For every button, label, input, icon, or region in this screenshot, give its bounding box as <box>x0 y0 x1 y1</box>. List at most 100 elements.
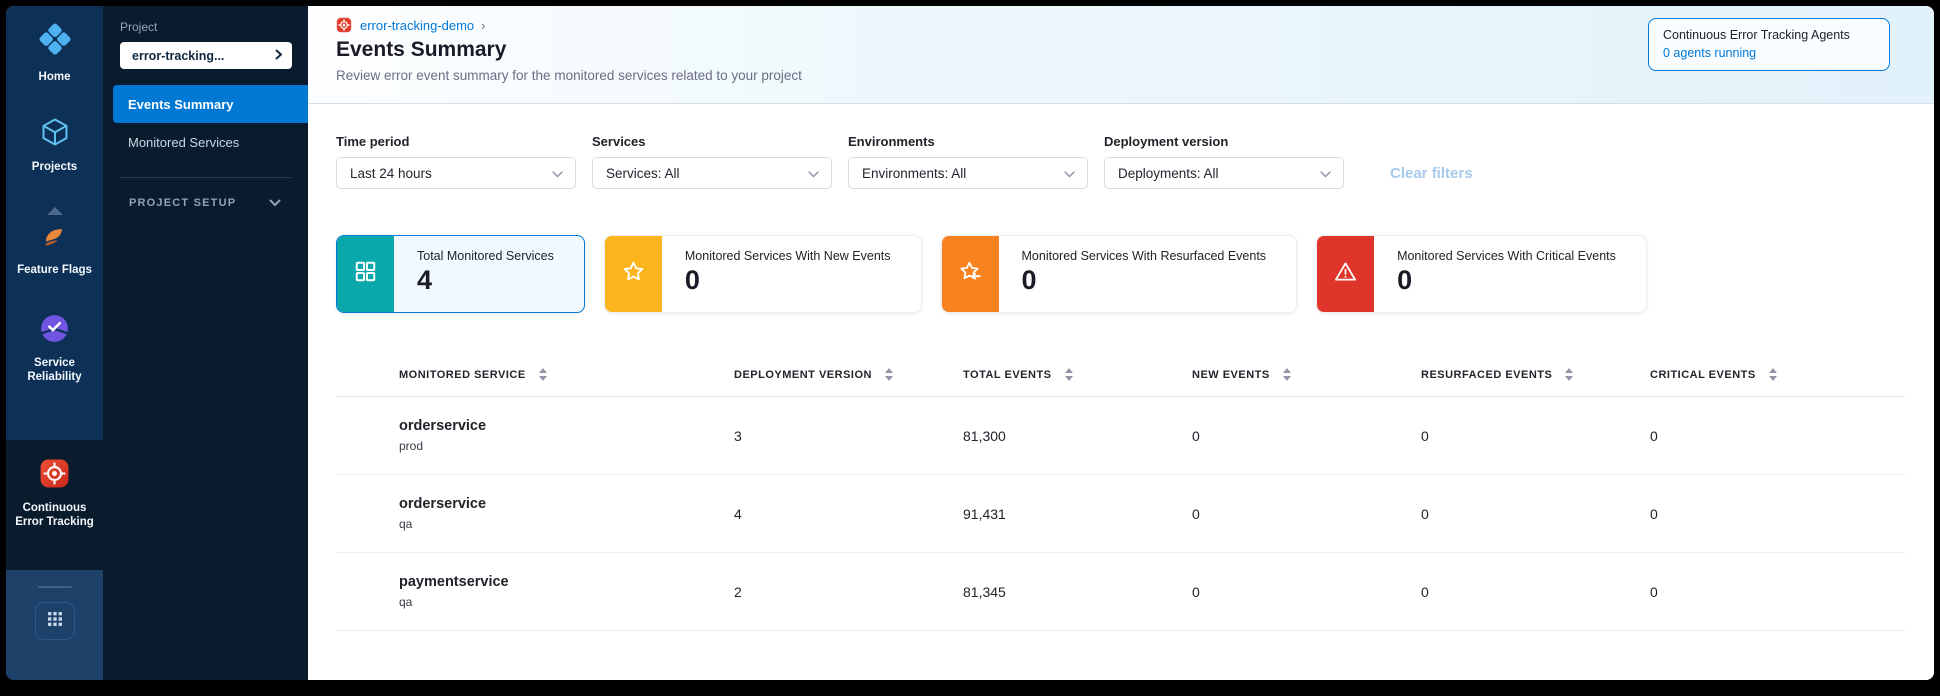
warning-triangle-icon <box>1333 259 1358 289</box>
card-icon-block <box>337 236 394 312</box>
sidebar-item-events-summary[interactable]: Events Summary <box>113 85 308 123</box>
service-name: orderservice <box>399 496 487 512</box>
resurfaced-events-cell: 0 <box>1421 505 1429 522</box>
sidebar-divider <box>120 177 291 178</box>
card-services-with-critical-events[interactable]: Monitored Services With Critical Events … <box>1316 235 1647 313</box>
sidebar-item-projects[interactable]: Projects <box>6 116 103 174</box>
feature-flags-icon <box>41 224 68 256</box>
service-environment: qa <box>399 517 413 531</box>
column-header-label: CRITICAL EVENTS <box>1650 368 1756 381</box>
new-events-cell: 0 <box>1192 505 1200 522</box>
table-row[interactable]: orderservice qa 4 91,431 0 0 0 <box>336 475 1905 553</box>
card-label: Monitored Services With Critical Events <box>1397 249 1616 263</box>
star-resurfaced-icon <box>958 259 983 289</box>
collapse-nav-control[interactable] <box>46 204 63 218</box>
filter-services: Services Services: All <box>592 134 832 189</box>
project-nav-list: Events Summary Monitored Services <box>103 85 308 161</box>
all-modules-button[interactable] <box>34 602 75 640</box>
select-value: Services: All <box>606 165 680 181</box>
nav-item-label: Events Summary <box>128 96 234 112</box>
deployment-version-cell: 4 <box>734 505 742 522</box>
sidebar-item-feature-flags[interactable]: Feature Flags <box>6 224 103 277</box>
chevron-right-icon <box>275 49 283 63</box>
module-sidebar: Home Projects <box>6 6 103 680</box>
sort-icon[interactable] <box>538 368 547 381</box>
events-table: MONITORED SERVICE DEPLOYMENT VERSION TOT… <box>336 353 1905 631</box>
column-header-total-events[interactable]: TOTAL EVENTS <box>963 368 1192 381</box>
sort-icon[interactable] <box>1282 368 1291 381</box>
service-environment: prod <box>399 439 424 453</box>
critical-events-cell: 0 <box>1650 427 1658 444</box>
card-value: 4 <box>417 265 433 295</box>
service-name: orderservice <box>399 418 487 434</box>
column-header-monitored-service[interactable]: MONITORED SERVICE <box>336 368 734 381</box>
column-header-deployment-version[interactable]: DEPLOYMENT VERSION <box>734 368 963 381</box>
sidebar-item-service-reliability[interactable]: Service Reliability <box>6 313 103 384</box>
filter-label: Deployment version <box>1104 134 1229 149</box>
sort-icon[interactable] <box>1064 368 1073 381</box>
project-selector[interactable]: error-tracking... <box>120 42 292 69</box>
column-header-label: DEPLOYMENT VERSION <box>734 368 872 381</box>
project-sidebar: Project error-tracking... Events Summary… <box>103 6 308 680</box>
select-value: Last 24 hours <box>350 165 432 181</box>
select-value: Deployments: All <box>1118 165 1219 181</box>
star-icon <box>621 259 646 289</box>
card-value: 0 <box>1021 265 1037 295</box>
page-title: Events Summary <box>336 38 507 61</box>
dashboard-tiles-icon <box>353 259 378 289</box>
agents-status-card: Continuous Error Tracking Agents 0 agent… <box>1648 18 1890 71</box>
service-reliability-icon <box>39 313 70 349</box>
table-row[interactable]: orderservice prod 3 81,300 0 0 0 <box>336 397 1905 475</box>
critical-events-cell: 0 <box>1650 505 1658 522</box>
sort-icon[interactable] <box>884 368 893 381</box>
sidebar-item-label: Feature Flags <box>17 264 92 276</box>
deployments-select[interactable]: Deployments: All <box>1104 157 1344 189</box>
sidebar-item-label: Projects <box>31 161 78 173</box>
deployment-version-cell: 3 <box>734 427 742 444</box>
project-setup-toggle[interactable]: PROJECT SETUP <box>103 188 308 218</box>
service-cell: orderservice qa <box>336 496 734 531</box>
new-events-cell: 0 <box>1192 427 1200 444</box>
sort-icon[interactable] <box>1565 368 1574 381</box>
column-header-resurfaced-events[interactable]: RESURFACED EVENTS <box>1421 368 1650 381</box>
environments-select[interactable]: Environments: All <box>848 157 1088 189</box>
card-icon-block <box>941 236 999 312</box>
sort-icon[interactable] <box>1768 368 1777 381</box>
card-services-with-resurfaced-events[interactable]: Monitored Services With Resurfaced Event… <box>940 235 1298 313</box>
total-events-cell: 81,300 <box>963 427 1006 444</box>
column-header-new-events[interactable]: NEW EVENTS <box>1192 368 1421 381</box>
breadcrumb-project-link[interactable]: error-tracking-demo <box>360 17 475 33</box>
agents-running-link[interactable]: 0 agents running <box>1663 46 1757 60</box>
time-period-select[interactable]: Last 24 hours <box>336 157 576 189</box>
nav-item-label: Monitored Services <box>128 134 240 150</box>
total-events-cell: 91,431 <box>963 505 1006 522</box>
card-value: 0 <box>1397 265 1413 295</box>
service-cell: paymentservice qa <box>336 574 734 609</box>
new-events-cell: 0 <box>1192 583 1200 600</box>
breadcrumb: error-tracking-demo › <box>336 17 1890 33</box>
clear-filters-button[interactable]: Clear filters <box>1390 165 1473 182</box>
project-selector-value: error-tracking... <box>132 48 225 63</box>
service-name: paymentservice <box>399 574 509 590</box>
card-total-monitored-services[interactable]: Total Monitored Services 4 <box>336 235 585 313</box>
chevron-down-icon <box>1064 166 1075 181</box>
sidebar-item-home[interactable]: Home <box>6 20 103 84</box>
sidebar-item-monitored-services[interactable]: Monitored Services <box>103 123 308 161</box>
filter-deployment-version: Deployment version Deployments: All <box>1104 134 1344 189</box>
column-header-critical-events[interactable]: CRITICAL EVENTS <box>1650 368 1905 381</box>
services-select[interactable]: Services: All <box>592 157 832 189</box>
column-header-label: RESURFACED EVENTS <box>1421 368 1553 381</box>
module-sidebar-footer <box>6 570 103 680</box>
card-services-with-new-events[interactable]: Monitored Services With New Events 0 <box>603 235 922 313</box>
resurfaced-events-cell: 0 <box>1421 583 1429 600</box>
card-label: Monitored Services With New Events <box>684 249 891 263</box>
total-events-cell: 81,345 <box>963 583 1006 600</box>
chevron-down-icon <box>1320 166 1331 181</box>
sidebar-item-continuous-error-tracking[interactable]: Continuous Error Tracking <box>6 458 103 529</box>
column-header-label: TOTAL EVENTS <box>963 368 1052 381</box>
resurfaced-events-cell: 0 <box>1421 427 1429 444</box>
table-row[interactable]: paymentservice qa 2 81,345 0 0 0 <box>336 553 1905 631</box>
filter-time-period: Time period Last 24 hours <box>336 134 576 189</box>
select-value: Environments: All <box>862 165 967 181</box>
error-tracking-target-icon <box>336 17 352 33</box>
